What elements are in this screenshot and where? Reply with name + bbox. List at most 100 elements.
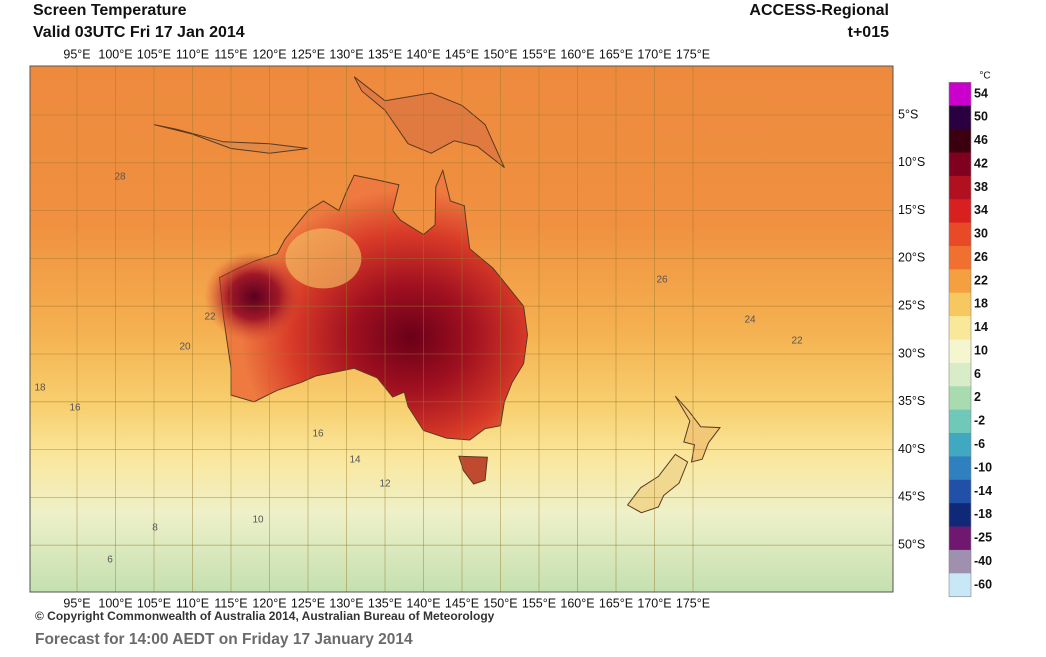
lat-label: 40°S <box>898 442 925 456</box>
legend-swatch <box>949 222 971 247</box>
legend-swatch <box>949 316 971 340</box>
lon-label-bottom: 100°E <box>98 596 132 610</box>
lon-label-bottom: 135°E <box>368 596 402 610</box>
lon-label-bottom: 155°E <box>522 596 556 610</box>
legend-swatch <box>949 199 971 224</box>
legend: °C 54 50 46 42 38 34 30 26 22 18 14 10 6 2 -2 -6 -10 -14 -1… <box>948 71 992 598</box>
lat-label: 10°S <box>898 155 925 169</box>
legend-level: 18 <box>974 297 988 311</box>
lon-label-top: 140°E <box>406 47 440 61</box>
model-name: ACCESS-Regional <box>749 2 889 19</box>
lon-label-top: 100°E <box>98 47 132 61</box>
lon-label-bottom: 170°E <box>637 596 671 610</box>
legend-level: 14 <box>974 320 988 334</box>
legend-level: 26 <box>974 250 988 264</box>
legend-level: 46 <box>974 133 988 147</box>
lon-label-top: 125°E <box>291 47 325 61</box>
contour-label: 26 <box>656 275 668 286</box>
lat-label: 35°S <box>898 394 925 408</box>
lat-label: 30°S <box>898 346 925 360</box>
lon-label-top: 135°E <box>368 47 402 61</box>
lon-label-bottom: 145°E <box>445 596 479 610</box>
lon-label-top: 150°E <box>483 47 517 61</box>
contour-label: 8 <box>152 523 158 534</box>
legend-swatch <box>949 152 971 177</box>
lon-label-top: 95°E <box>63 47 90 61</box>
contour-label: 16 <box>312 429 324 440</box>
legend-level: -18 <box>974 507 992 521</box>
legend-swatch <box>949 479 971 504</box>
legend-swatch <box>949 269 971 294</box>
legend-swatch <box>949 503 971 528</box>
legend-swatch <box>949 339 971 364</box>
lon-label-bottom: 115°E <box>214 596 247 610</box>
legend-level: 38 <box>974 180 988 194</box>
contour-label: 20 <box>179 342 191 353</box>
lon-label-top: 170°E <box>637 47 671 61</box>
lon-label-top: 120°E <box>252 47 286 61</box>
lat-label: 5°S <box>898 107 918 121</box>
lon-label-top: 130°E <box>329 47 363 61</box>
contour-label: 10 <box>252 515 264 526</box>
legend-swatch <box>949 549 971 574</box>
legend-level: 22 <box>974 273 988 287</box>
legend-swatch <box>949 82 971 107</box>
legend-level: -25 <box>974 531 992 545</box>
map: 28 26 24 22 20 18 16 14 12 10 8 6 22 16 <box>30 66 893 592</box>
legend-swatch <box>949 105 971 130</box>
legend-level: 54 <box>974 86 988 100</box>
legend-swatch <box>949 245 971 270</box>
title: Screen Temperature <box>33 2 187 19</box>
legend-level: -6 <box>974 437 985 451</box>
lat-label: 45°S <box>898 490 925 504</box>
tasmania <box>458 455 488 485</box>
legend-level: 34 <box>974 203 988 217</box>
map-frame <box>29 65 894 593</box>
valid-time: Valid 03UTC Fri 17 Jan 2014 <box>33 24 245 41</box>
lat-label: 25°S <box>898 298 925 312</box>
legend-level: -60 <box>974 577 992 591</box>
legend-swatch <box>949 573 971 598</box>
legend-level: 50 <box>974 110 988 124</box>
contour-label: 22 <box>204 312 216 323</box>
lon-label-bottom: 105°E <box>137 596 171 610</box>
lon-label-top: 105°E <box>137 47 171 61</box>
copyright: © Copyright Commonwealth of Australia 20… <box>35 609 495 623</box>
contour-label: 16 <box>69 403 81 414</box>
legend-level: -2 <box>974 414 985 428</box>
lon-label-bottom: 175°E <box>676 596 710 610</box>
legend-swatch <box>949 433 971 457</box>
legend-unit: °C <box>979 71 990 82</box>
legend-swatch <box>949 175 971 200</box>
legend-level: -10 <box>974 460 992 474</box>
lon-label-top: 165°E <box>599 47 633 61</box>
contour-label: 12 <box>379 479 391 490</box>
legend-level: -14 <box>974 484 992 498</box>
lon-label-bottom: 125°E <box>291 596 325 610</box>
legend-level: 10 <box>974 343 988 357</box>
contour-label: 14 <box>349 455 361 466</box>
legend-swatch <box>949 526 971 551</box>
legend-swatch <box>949 292 971 317</box>
legend-frame <box>948 82 972 597</box>
lon-label-top: 175°E <box>676 47 710 61</box>
lon-label-top: 155°E <box>522 47 556 61</box>
lat-label: 50°S <box>898 537 925 551</box>
nz-south <box>626 453 689 514</box>
hot-spot-west <box>204 251 305 342</box>
legend-swatch <box>949 129 971 153</box>
legend-level: 30 <box>974 227 988 241</box>
lon-label-bottom: 140°E <box>406 596 440 610</box>
lead-time: t+015 <box>848 24 889 41</box>
legend-swatch <box>949 386 971 411</box>
legend-swatch <box>949 456 971 481</box>
legend-level: -40 <box>974 554 992 568</box>
legend-level: 42 <box>974 156 988 170</box>
legend-level: 2 <box>974 390 981 404</box>
forecast-note: Forecast for 14:00 AEDT on Friday 17 Jan… <box>35 631 413 648</box>
lon-label-bottom: 120°E <box>252 596 286 610</box>
lon-label-top: 160°E <box>560 47 594 61</box>
contour-label: 28 <box>114 172 126 183</box>
contour-label: 18 <box>34 383 46 394</box>
